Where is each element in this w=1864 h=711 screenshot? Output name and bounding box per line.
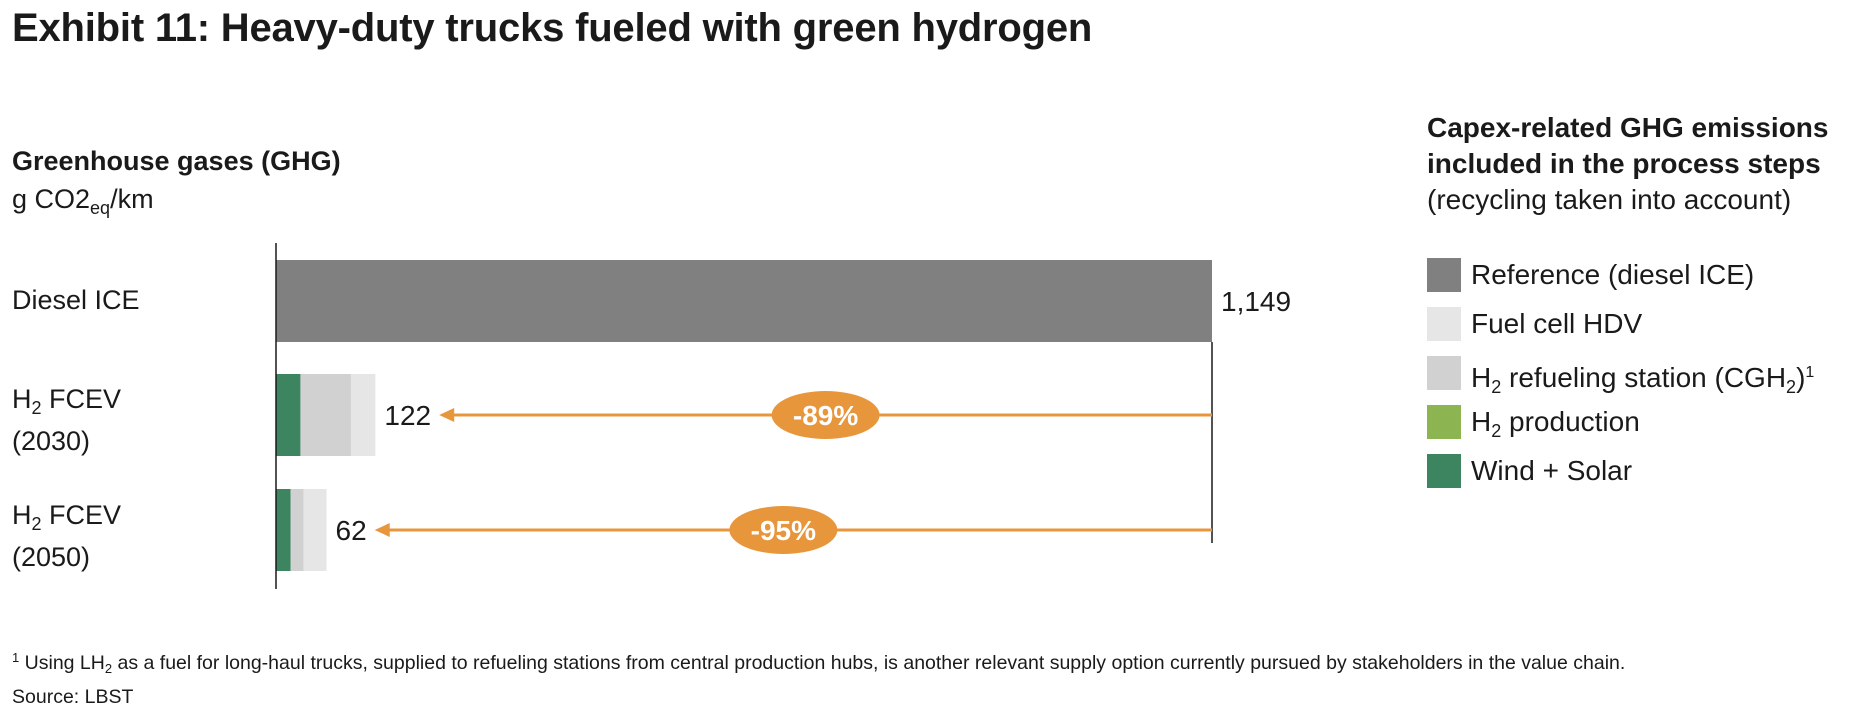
exhibit-title: Exhibit 11: Heavy-duty trucks fueled wit… [12, 6, 1093, 50]
reduction-label-1: -89% [793, 400, 858, 431]
category-label-diesel: Diesel ICE [12, 285, 140, 315]
bar-h2-fcev-2050-wind-solar [276, 489, 291, 571]
bar-h2-fcev-2030-wind-solar [276, 374, 301, 456]
total-label-h2-fcev-2030: 122 [384, 400, 431, 431]
y-axis-title: Greenhouse gases (GHG) [12, 146, 341, 176]
reduction-badge-2 [729, 506, 838, 554]
bar-h2-fcev-2030-fuel-cell-hdv [350, 374, 376, 456]
legend-swatch-reference [1427, 258, 1461, 292]
bar-h2-fcev-2050-fuel-cell-hdv [303, 489, 327, 571]
unit-label: g CO2eq/km [12, 184, 154, 218]
reduction-arrowhead-2 [374, 523, 390, 537]
source-label: Source: LBST [12, 686, 134, 708]
bar-chart: 1,149 122 62 -89% -95% [275, 243, 1291, 589]
category-label-fcev-2030: H2 FCEV (2030) [12, 384, 122, 456]
total-label-h2-fcev-2050: 62 [336, 515, 367, 546]
legend-swatch-wind-solar [1427, 454, 1461, 488]
bar-diesel-ice-reference-diesel-ice [276, 260, 1212, 342]
bar-h2-fcev-2050-h2-refueling-station-cgh2 [290, 489, 304, 571]
bar-h2-fcev-2030-h2-refueling-station-cgh2 [300, 374, 351, 456]
legend-title: Capex-related GHG emissions included in … [1427, 112, 1829, 215]
legend-swatch-refueling [1427, 356, 1461, 390]
total-label-diesel-ice: 1,149 [1221, 286, 1291, 317]
category-label-fcev-2050: H2 FCEV (2050) [12, 500, 122, 572]
reduction-badge-1 [771, 391, 880, 439]
reduction-arrowhead-1 [439, 408, 455, 422]
reduction-label-2: -95% [751, 515, 816, 546]
legend-swatch-fuel-cell [1427, 307, 1461, 341]
legend-swatch-h2-production [1427, 405, 1461, 439]
footnote: 1 Using LH2 as a fuel for long-haul truc… [12, 650, 1626, 708]
